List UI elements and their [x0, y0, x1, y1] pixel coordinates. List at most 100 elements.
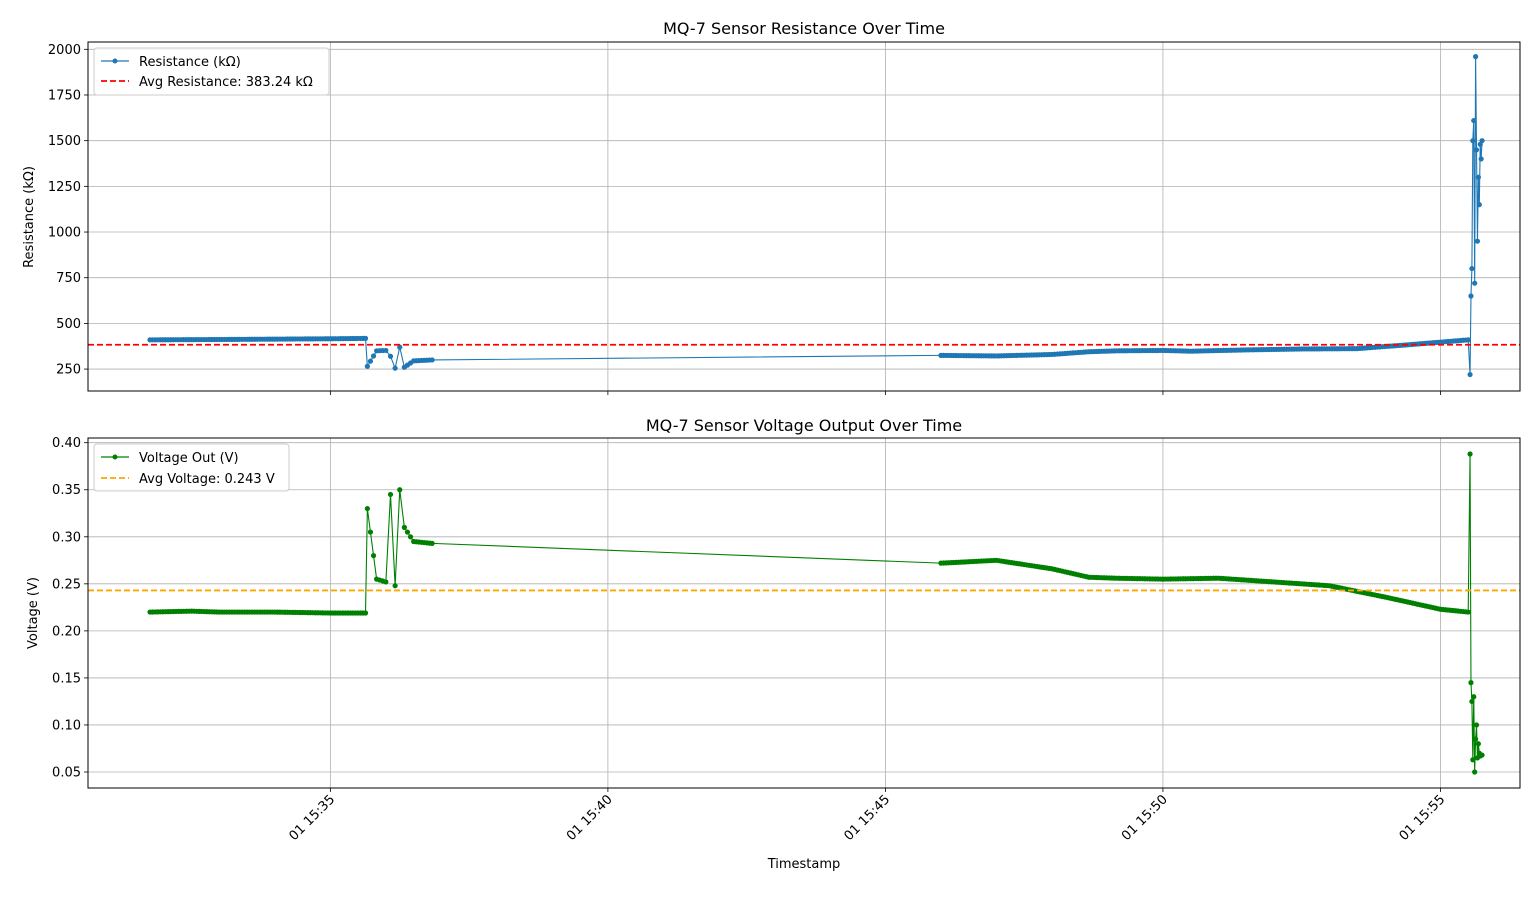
voltage-legend-box — [93, 443, 290, 492]
y-tick-label: 1750 — [48, 88, 81, 103]
data-point — [383, 579, 389, 585]
data-point — [1473, 722, 1480, 728]
y-tick-label: 0.20 — [52, 624, 81, 639]
data-point — [383, 347, 389, 354]
x-axis-label: Timestamp — [767, 857, 841, 872]
series-line — [149, 56, 1483, 375]
data-point — [411, 538, 417, 545]
data-point-fill — [367, 529, 374, 535]
data-point — [1474, 238, 1481, 244]
data-point — [993, 353, 1000, 359]
data-point — [411, 358, 417, 364]
data-point — [1114, 575, 1120, 581]
data-point — [1382, 594, 1388, 600]
data-point — [1160, 576, 1166, 582]
voltage-y-ticks: 0.05 0.10 0.15 0.20 0.25 0.30 0.35 0.40 — [52, 436, 88, 781]
data-point — [1469, 698, 1475, 705]
data-point — [1472, 769, 1478, 775]
data-point — [429, 540, 435, 546]
data-point — [147, 609, 153, 615]
data-point — [216, 336, 222, 343]
data-point — [1475, 174, 1481, 180]
resistance-legend: Resistance (kΩ) Avg Resistance: 383.24 k… — [93, 47, 330, 96]
data-point — [1243, 347, 1249, 353]
data-point — [272, 336, 278, 342]
data-point — [1468, 680, 1474, 686]
data-point — [1479, 138, 1485, 144]
data-point — [938, 560, 944, 566]
data-point — [1160, 347, 1166, 354]
voltage-x-ticks: 01 15:35 01 15:40 01 15:45 01 15:50 01 15:55 — [286, 788, 1448, 844]
data-point — [374, 348, 380, 354]
data-point — [147, 337, 153, 343]
y-tick-label: 0.35 — [52, 483, 81, 498]
resistance-chart-title: MQ-7 Sensor Resistance Over Time — [663, 19, 945, 38]
resistance-axes-frame — [87, 41, 1521, 392]
data-point — [272, 609, 278, 615]
data-point — [401, 524, 407, 530]
data-point — [1470, 757, 1476, 763]
data-point — [392, 365, 398, 371]
data-point — [1476, 202, 1482, 208]
data-point — [1465, 337, 1471, 343]
resistance-series — [88, 54, 1520, 378]
data-point-fill — [407, 534, 414, 540]
resistance-y-axis-label: Resistance (kΩ) — [22, 166, 37, 268]
data-point — [1471, 694, 1477, 700]
x-tick-label: 01 15:50 — [1119, 792, 1171, 844]
voltage-legend: Voltage Out (V) Avg Voltage: 0.243 V — [93, 443, 290, 492]
y-tick-label: 0.30 — [52, 530, 81, 545]
data-point — [364, 505, 370, 512]
y-tick-label: 0.40 — [52, 436, 81, 451]
data-point — [429, 357, 435, 363]
data-point — [362, 335, 369, 341]
voltage-grid — [88, 438, 1520, 788]
data-point — [1326, 583, 1333, 589]
resistance-y-ticks: 250 500 750 1000 1250 1500 1750 2000 — [48, 43, 88, 378]
x-tick-label: 01 15:35 — [286, 792, 338, 844]
data-point — [1473, 147, 1480, 153]
data-point-fill — [367, 358, 374, 364]
data-point — [1472, 736, 1479, 742]
resistance-legend-marker — [112, 58, 118, 64]
data-point — [392, 583, 398, 589]
data-point — [1215, 575, 1222, 581]
voltage-subplot: 0.05 0.10 0.15 0.20 0.25 0.30 0.35 0.40 01 15:3… — [26, 416, 1521, 872]
data-point — [1086, 574, 1092, 580]
data-point — [364, 363, 370, 369]
x-tick-label: 01 15:40 — [564, 792, 616, 844]
data-point — [1472, 280, 1478, 286]
resistance-subplot: 250 500 750 1000 1250 1500 1750 2000 MQ-7 Senso… — [22, 19, 1521, 395]
y-tick-label: 1000 — [48, 226, 81, 241]
data-point — [993, 557, 1000, 563]
data-point — [1479, 752, 1485, 758]
data-point-fill — [370, 353, 377, 359]
y-tick-label: 0.25 — [52, 577, 81, 592]
data-point — [1188, 348, 1194, 354]
data-point — [189, 608, 195, 614]
y-tick-label: 1250 — [48, 180, 81, 195]
x-tick-label: 01 15:45 — [842, 792, 894, 844]
y-tick-label: 500 — [56, 317, 81, 332]
data-point — [327, 336, 333, 342]
data-point — [938, 352, 944, 358]
data-point — [1049, 566, 1055, 572]
data-point — [401, 364, 407, 370]
avg-voltage-legend-label: Avg Voltage: 0.243 V — [139, 472, 275, 487]
y-tick-label: 0.10 — [52, 718, 81, 733]
data-point — [1469, 265, 1475, 272]
y-tick-label: 750 — [56, 271, 81, 286]
data-point — [397, 344, 403, 350]
data-point — [1468, 293, 1474, 299]
data-point — [1437, 606, 1444, 612]
data-point — [362, 610, 369, 616]
data-point — [1467, 371, 1473, 378]
data-point — [397, 487, 403, 493]
data-point-fill — [370, 553, 377, 559]
data-point — [1467, 451, 1473, 457]
y-tick-label: 2000 — [48, 43, 81, 58]
resistance-x-ticks — [329, 391, 1441, 395]
avg-resistance-legend-label: Avg Resistance: 383.24 kΩ — [139, 75, 313, 90]
y-tick-label: 250 — [56, 363, 81, 378]
